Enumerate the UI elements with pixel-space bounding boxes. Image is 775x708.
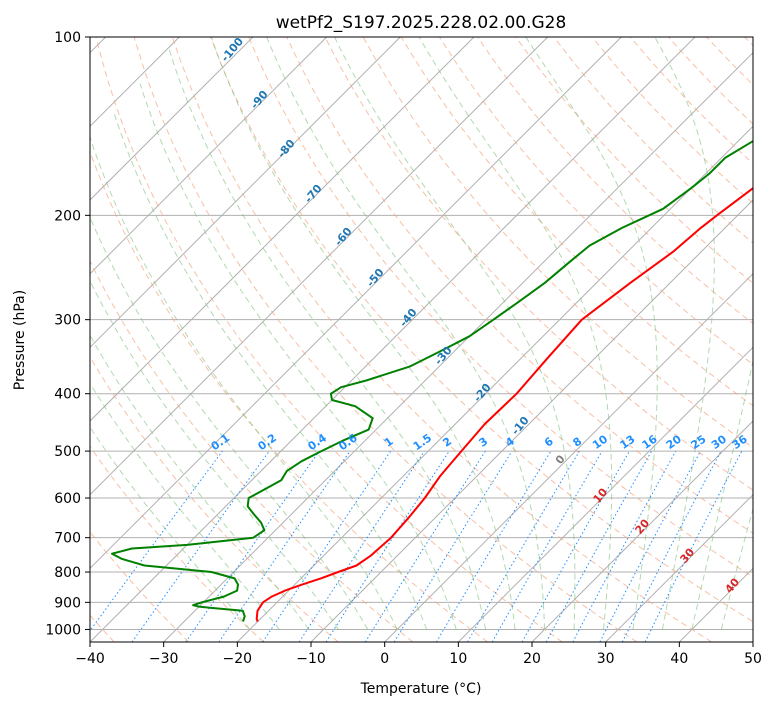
dry-adiabat <box>90 445 264 642</box>
isotherm-line <box>531 420 753 642</box>
plot-frame <box>89 36 754 643</box>
dry-adiabat <box>324 37 753 491</box>
x-tick-label: 20 <box>523 651 541 667</box>
plot-area <box>90 37 753 642</box>
x-axis-label: Temperature (°C) <box>360 681 482 697</box>
isotherm-line <box>163 51 753 642</box>
isotherm-line <box>605 493 753 642</box>
mixing-ratio-line <box>185 450 320 642</box>
moist-adiabat <box>720 506 753 630</box>
dry-adiabat <box>171 37 712 642</box>
y-tick-label: 100 <box>54 30 81 46</box>
y-tick-label: 200 <box>54 208 81 224</box>
y-tick-label: 900 <box>54 595 81 611</box>
isotherm-line <box>90 37 549 496</box>
moist-adiabat <box>654 37 715 630</box>
axes: −40 −30 −20 −10 0 10 20 30 40 50 100 200 300 400 500 60… <box>45 30 762 667</box>
x-tick-label: 10 <box>449 651 467 667</box>
isotherm-line <box>236 125 753 642</box>
isotherm-line <box>384 272 753 642</box>
isotherm-line <box>90 37 622 570</box>
mixing-ratio-line <box>131 450 270 642</box>
sounding-lines <box>111 139 753 622</box>
temperature-profile <box>255 187 753 622</box>
moist-adiabat <box>168 49 487 630</box>
isotherm-line <box>457 346 753 642</box>
moist-adiabat <box>418 37 613 630</box>
dry-adiabat <box>95 37 563 642</box>
x-tick-label: −20 <box>223 651 253 667</box>
dewpoint-profile <box>111 139 753 622</box>
moist-adiabat <box>210 37 516 630</box>
mixing-ratio-line <box>644 450 743 642</box>
isotherm-line <box>90 37 696 642</box>
y-tick-label: 400 <box>54 387 81 403</box>
dry-adiabat <box>90 356 339 642</box>
isotherm-line <box>90 37 254 201</box>
y-tick-label: 800 <box>54 565 81 581</box>
mixing-ratio-line <box>218 450 351 642</box>
moist-adiabat <box>90 382 280 630</box>
isotherm-line <box>90 37 401 349</box>
mixing-ratio-line <box>393 450 513 642</box>
y-tick-label: 600 <box>54 491 81 507</box>
mixing-ratio-line <box>298 450 425 642</box>
dry-adiabat <box>90 259 414 642</box>
x-tick-label: 30 <box>597 651 615 667</box>
y-tick-label: 700 <box>54 531 81 547</box>
x-tick-label: 0 <box>380 651 389 667</box>
moist-adiabat <box>90 334 310 630</box>
mixing-ratio-line <box>521 450 630 642</box>
x-tick-label: −10 <box>296 651 326 667</box>
isotherm-line <box>90 37 475 422</box>
moist-adiabat <box>90 135 398 630</box>
y-tick-label: 1000 <box>45 622 81 638</box>
dry-adiabat <box>210 37 753 623</box>
x-tick-label: 50 <box>744 651 762 667</box>
x-tick-label: 40 <box>670 651 688 667</box>
chart-title: wetPf2_S197.2025.228.02.00.G28 <box>276 13 567 33</box>
y-tick-label: 300 <box>54 313 81 329</box>
moist-adiabat <box>691 358 753 630</box>
y-axis-label: Pressure (hPa) <box>12 290 28 390</box>
moist-adiabat <box>90 279 339 630</box>
dry-adiabat <box>515 37 753 284</box>
isotherm-line <box>90 37 328 275</box>
x-tick-label: −30 <box>149 651 179 667</box>
mixing-ratio-line <box>572 450 677 642</box>
dry-adiabat <box>248 37 753 578</box>
moist-adiabat <box>525 37 658 630</box>
mixing-ratio-line <box>262 450 392 642</box>
mixing-ratio-line <box>325 450 450 642</box>
y-tick-label: 500 <box>54 444 81 460</box>
x-tick-label: −40 <box>75 651 105 667</box>
mixing-ratio-line <box>545 450 653 642</box>
moist-adiabat <box>266 37 546 630</box>
moist-adiabat <box>139 83 457 630</box>
moist-adiabat <box>113 114 428 630</box>
dry-adiabat <box>286 37 753 534</box>
moist-adiabat <box>334 37 576 630</box>
